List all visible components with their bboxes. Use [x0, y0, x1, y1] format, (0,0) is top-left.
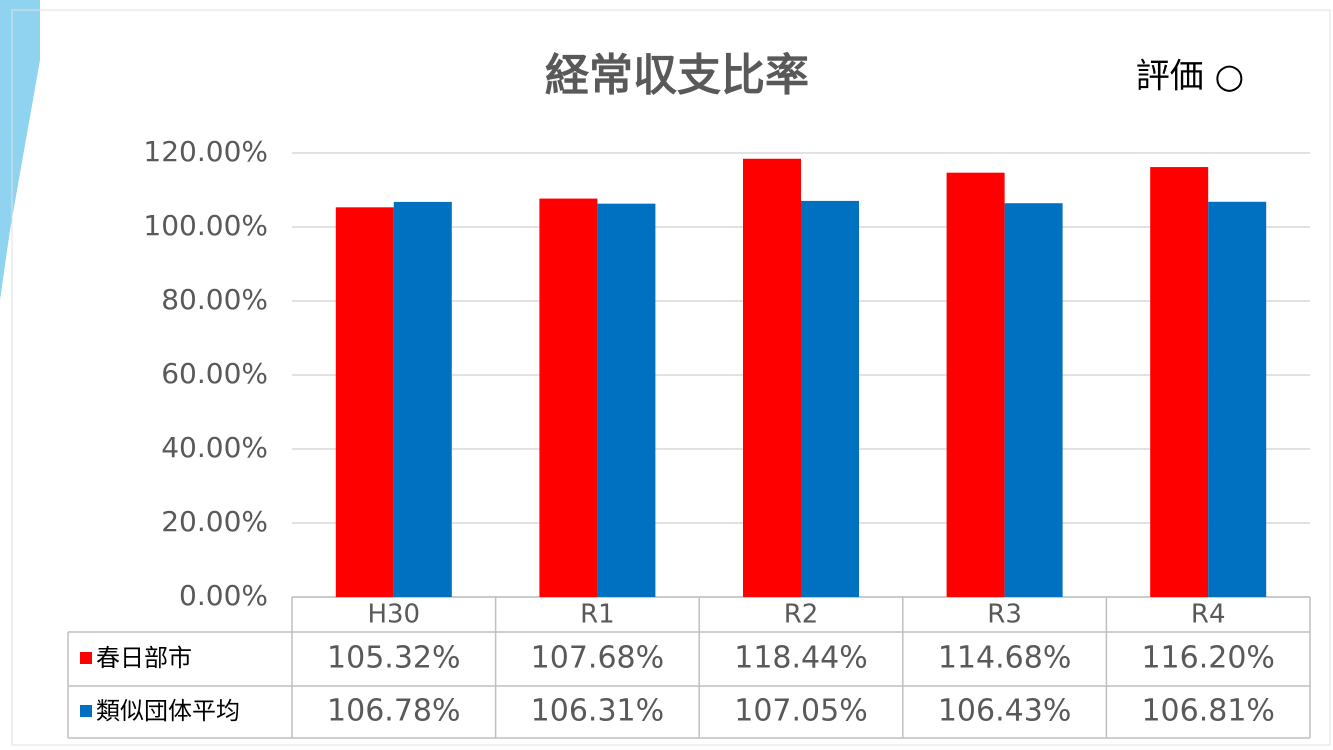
table-value: 114.68%	[938, 641, 1071, 676]
table-value: 107.68%	[531, 641, 664, 676]
table-value: 106.43%	[938, 694, 1071, 729]
table-value: 118.44%	[734, 641, 867, 676]
decoration	[0, 0, 40, 300]
bar	[597, 203, 656, 597]
y-tick-label: 120.00%	[143, 135, 268, 168]
legend-swatch	[80, 652, 92, 664]
y-tick-label: 100.00%	[143, 209, 268, 242]
table-value: 106.31%	[531, 694, 664, 729]
table-value: 105.32%	[327, 641, 460, 676]
bar	[946, 172, 1005, 597]
annotation: 評価 ○	[1136, 57, 1244, 97]
table-value: 107.05%	[734, 694, 867, 729]
legend-label: 類似団体平均	[96, 697, 240, 725]
x-tick-label: R4	[1191, 600, 1226, 630]
frame	[11, 9, 1331, 746]
y-tick-label: 0.00%	[179, 579, 268, 612]
bar	[801, 200, 859, 598]
y-tick-label: 60.00%	[161, 357, 268, 390]
y-tick-label: 40.00%	[161, 431, 268, 464]
bar	[1004, 203, 1063, 598]
bar	[393, 201, 452, 597]
x-tick-label: R3	[987, 600, 1022, 630]
bar	[539, 198, 598, 598]
legend-label: 春日部市	[96, 644, 192, 672]
table-value: 106.81%	[1141, 694, 1274, 729]
bar	[1150, 167, 1209, 597]
bar	[335, 207, 394, 598]
y-tick-label: 80.00%	[161, 283, 268, 316]
table-value: 116.20%	[1141, 641, 1274, 676]
chart-title: 経常収支比率	[545, 50, 809, 101]
x-tick-label: R1	[580, 600, 615, 630]
y-tick-label: 20.00%	[161, 505, 268, 538]
table-value: 106.78%	[327, 694, 460, 729]
bar	[743, 158, 801, 597]
bar	[1208, 201, 1267, 598]
legend-swatch	[80, 705, 92, 717]
x-tick-label: H30	[367, 600, 420, 630]
x-tick-label: R2	[784, 600, 819, 630]
